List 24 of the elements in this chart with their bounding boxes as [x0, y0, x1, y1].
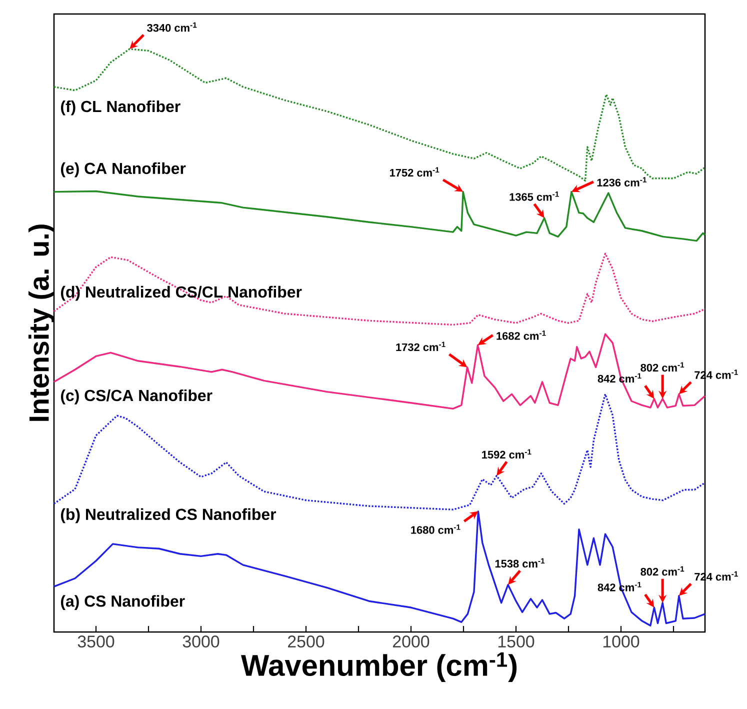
annotation: 3340 cm$^{-1}$: [147, 22, 197, 32]
series-label: (f) CL Nanofiber: [60, 100, 180, 116]
annotation: 1732 cm$^{-1}$: [396, 342, 446, 352]
x-tick-label: 1000: [603, 636, 640, 648]
annotation: 1682 cm$^{-1}$: [496, 330, 546, 340]
x-tick-label: 2500: [288, 636, 324, 648]
annotation: 1365 cm$^{-1}$: [510, 191, 559, 201]
x-axis-title: Wavenumber (cm$^{-1}$): [240, 652, 517, 682]
x-tick-label: 2000: [393, 636, 430, 648]
annotation: 1236 cm$^{-1}$: [597, 177, 646, 186]
x-tick-label: 1500: [498, 636, 534, 648]
annotation: 802 cm$^{-1}$: [640, 566, 684, 576]
x-tick-label: 3500: [78, 636, 114, 648]
series-label: (e) CA Nanofiber: [60, 162, 186, 178]
annotation: 1538 cm$^{-1}$: [495, 558, 545, 568]
y-axis-title: Intensity (a. u.): [28, 224, 54, 421]
annotation: 1680 cm$^{-1}$: [411, 524, 460, 534]
series-label: (b) Neutralized CS Nanofiber: [60, 508, 276, 524]
x-tick-label: 3000: [182, 636, 220, 648]
series-label: (a) CS Nanofiber: [60, 595, 185, 610]
series-label: (c) CS/CA Nanofiber: [60, 389, 212, 404]
annotation: 802 cm$^{-1}$: [640, 362, 684, 372]
annotation: 1592 cm$^{-1}$: [482, 449, 532, 459]
annotation: 1752 cm$^{-1}$: [390, 167, 440, 177]
